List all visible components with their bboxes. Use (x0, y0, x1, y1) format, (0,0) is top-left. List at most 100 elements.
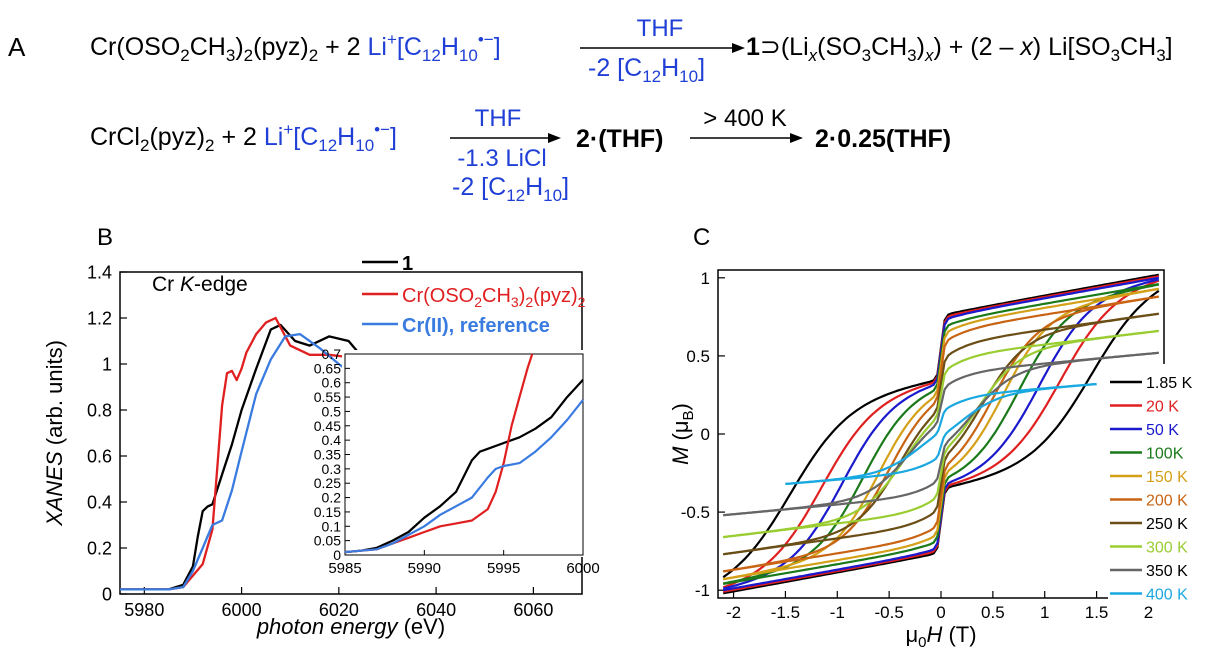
reaction1-below-arrow: -2 [C12H10] (588, 54, 705, 86)
legend-label-3: Cr(II), reference (402, 315, 550, 337)
reaction1-product: 1⊃(Lix(SO3CH3)x) + (2 – x) Li[SO3CH3] (746, 33, 1173, 65)
inset-x-tick-label: 5990 (408, 560, 441, 577)
inset-y-tick-label: 0 (333, 547, 341, 563)
panel-c-frame (717, 269, 1165, 599)
panel-label-a: A (8, 32, 26, 62)
y-tick-label: 1 (102, 354, 112, 374)
x-tick-label: -0.5 (874, 603, 903, 622)
x-tick-label: 2 (1144, 603, 1153, 622)
inset-y-tick-label: 0.6 (322, 375, 342, 391)
y-tick-label: 1.2 (87, 308, 112, 328)
reaction2-above-arrow-2: > 400 K (703, 105, 786, 132)
reaction2-product-2: 2·0.25(THF) (815, 125, 951, 153)
panel-b-xlabel: photon energy (eV) (256, 614, 445, 639)
inset-y-tick-label: 0.15 (314, 504, 341, 520)
x-tick-label: 6040 (416, 600, 456, 620)
legend-label: 150 K (1146, 469, 1188, 486)
x-tick-label: -1.5 (771, 603, 800, 622)
panel-b-axes: 5980 6000 6020 6040 6060 0 0.2 0.4 0.6 0.8 1 1.2 1.4 (87, 262, 553, 620)
legend-label-2: Cr(OSO2CH3)2(pyz)2 (402, 285, 586, 310)
reaction2-arrowhead (548, 133, 561, 143)
inset-background (342, 350, 587, 557)
panel-c-legend: 1.85 K 20 K 50 K 100K 150 K 200 K 250 K 300 K 35… (1108, 364, 1215, 604)
inset-y-tick-label: 0.4 (322, 432, 342, 448)
legend-label: 1.85 K (1146, 375, 1193, 392)
legend-label: 300 K (1146, 540, 1188, 557)
y-tick-label: -0.5 (681, 503, 710, 522)
reaction1-line: Cr(OSO2CH3)2(pyz)2 + 2 Li+[C12H10•−] (90, 30, 501, 65)
panel-c-series (722, 273, 1160, 595)
y-tick-label: 1 (701, 269, 710, 288)
inset-y-tick-label: 0.1 (322, 518, 342, 534)
x-tick-label: 1 (1040, 603, 1049, 622)
legend-label: 400 K (1146, 587, 1188, 604)
loop-down-8 (723, 329, 1159, 539)
inset-y-tick-label: 0.65 (314, 360, 341, 376)
inset-y-tick-label: 0.25 (314, 475, 341, 491)
inset-series-line-3 (344, 399, 584, 554)
reaction2-product-1: 2·(THF) (576, 125, 663, 153)
inset-y-tick-label: 0.45 (314, 418, 341, 434)
loop-down-7 (723, 312, 1159, 556)
legend-label-1: 1 (402, 253, 413, 275)
y-tick-label: 1.4 (87, 262, 112, 282)
inset-series-line-1 (344, 379, 584, 554)
inset-x-tick-label: 5985 (328, 560, 361, 577)
inset-y-tick-label: 0.35 (314, 447, 341, 463)
panel-c: C -2 -1.5 -1 -0.5 0 0.5 1 1.5 2 -1 -0.5 0 0.5 1 μ0H (… (668, 224, 1215, 651)
inset-x-tick-label: 6000 (566, 560, 599, 577)
y-tick-label: -1 (695, 581, 710, 600)
legend-label: 50 K (1146, 422, 1179, 439)
inset-y-tick-label: 0.7 (322, 346, 342, 362)
panel-c-ylabel: M (μB) (668, 403, 697, 465)
inset-y-tick-label: 0.3 (322, 461, 342, 477)
panel-b-ylabel: XANES (arb. units) (42, 340, 67, 527)
inset-series (344, 353, 584, 554)
panel-c-axes: -2 -1.5 -1 -0.5 0 0.5 1 1.5 2 -1 -0.5 0 0.5 1 (681, 269, 1153, 622)
legend-label: 350 K (1146, 563, 1188, 580)
panel-b-annotation: Cr K-edge (152, 273, 248, 296)
loop-up-5 (722, 287, 1159, 581)
loop-down-6 (723, 295, 1159, 573)
panel-label-b: B (97, 224, 113, 251)
x-tick-label: 0.5 (981, 603, 1005, 622)
reaction2-below-arrow-1: -1.3 LiCl (457, 145, 546, 172)
panel-b: B 5980 6000 6020 6040 6060 0 0.2 0.4 0.6 0.8 1 1.2 1… (42, 224, 600, 639)
legend-label: 100K (1146, 446, 1184, 463)
loop-down-9 (723, 351, 1159, 517)
legend-label: 20 K (1146, 399, 1179, 416)
reaction-scheme: A Cr(OSO2CH3)2(pyz)2 + 2 Li+[C12H10•−] T… (8, 15, 1173, 205)
inset-y-tick-label: 0.05 (314, 533, 341, 549)
reaction1-above-arrow: THF (637, 15, 684, 42)
y-tick-label: 0.4 (87, 492, 112, 512)
reaction2-below-arrow-2: -2 [C12H10] (452, 173, 569, 205)
x-tick-label: -1 (830, 603, 845, 622)
legend-background (1108, 364, 1215, 604)
loop-up-1 (722, 273, 1160, 579)
loop-up-6 (723, 295, 1159, 573)
inset-y-tick-label: 0.2 (322, 490, 342, 506)
y-tick-label: 0.8 (87, 400, 112, 420)
y-tick-label: 0 (701, 425, 710, 444)
loop-down-5 (723, 287, 1160, 581)
legend-label: 250 K (1146, 516, 1188, 533)
reaction2-heat-arrowhead (790, 133, 803, 143)
reaction1-arrowhead (732, 43, 745, 53)
x-tick-label: 6000 (222, 600, 262, 620)
x-tick-label: 5980 (124, 600, 164, 620)
x-tick-label: 0 (936, 603, 945, 622)
x-tick-label: 6020 (319, 600, 359, 620)
legend-label: 200 K (1146, 493, 1188, 510)
panel-b-legend: 1 Cr(OSO2CH3)2(pyz)2 Cr(II), reference (362, 253, 586, 337)
y-tick-label: 0 (102, 584, 112, 604)
inset-y-tick-label: 0.55 (314, 389, 341, 405)
inset-x-tick-label: 5995 (487, 560, 520, 577)
loop-down-10 (785, 383, 1097, 486)
panel-label-c: C (693, 224, 710, 251)
x-tick-label: 1.5 (1085, 603, 1109, 622)
x-tick-label: -2 (726, 603, 741, 622)
inset-axes: 5985 5990 5995 600000.050.10.150.20.250.30.… (314, 346, 600, 577)
y-tick-label: 0.2 (87, 538, 112, 558)
reaction2-above-arrow: THF (475, 105, 522, 132)
